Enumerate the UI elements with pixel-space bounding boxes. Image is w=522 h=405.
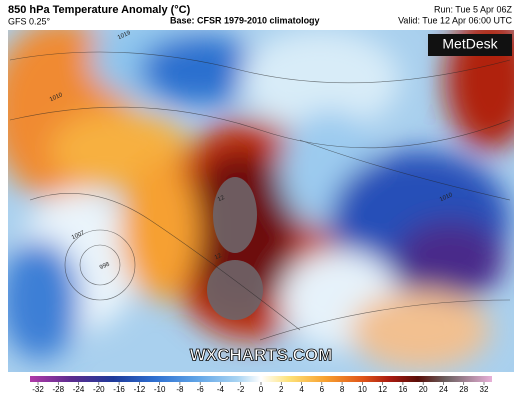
brand: MetDesk [442,36,498,52]
colorbar-tick-label: 28 [459,385,468,394]
contour-label: 1010 [439,192,454,203]
colorbar-tick-label: -12 [134,385,146,394]
colorbar-tick-label: 32 [480,385,489,394]
contour-label: 12 [214,253,223,262]
contour-label: 1019 [117,30,132,41]
colorbar-tick-label: 6 [320,385,325,394]
colorbar-tick-label: -28 [52,385,64,394]
colorbar [30,376,492,382]
colorbar-tick-label: -6 [197,385,205,394]
colorbar-tick-label: -16 [113,385,125,394]
colorbar-tick-label: 4 [299,385,304,394]
contour-label: 1007 [71,230,86,241]
colorbar-tick-label: 16 [398,385,407,394]
run: Run: Tue 5 Apr 06Z [434,4,513,14]
contour-label: 12 [217,195,226,204]
colorbar-tick-label: -20 [93,385,105,394]
colorbar-tick-label: 20 [419,385,428,394]
colorbar-tick-label: -24 [73,385,85,394]
contour-label: 998 [99,261,111,271]
title: 850 hPa Temperature Anomaly (°C) [8,4,191,16]
colorbar-tick-label: -4 [217,385,225,394]
colorbar-tick-label: 12 [378,385,387,394]
contour-label: 1010 [49,92,64,103]
colorbar-tick-label: -10 [154,385,166,394]
colorbar-tick-label: 8 [340,385,345,394]
model: GFS 0.25° [8,16,51,26]
colorbar-tick-label: 0 [259,385,264,394]
valid: Valid: Tue 12 Apr 06:00 UTC [398,15,512,25]
colorbar-tick-label: 24 [439,385,448,394]
colorbar-tick-label: -8 [176,385,184,394]
watermark: WXCHARTS.COM [190,345,333,364]
colorbar-tick-label: -32 [32,385,44,394]
colorbar-tick-label: -2 [237,385,245,394]
base: Base: CFSR 1979-2010 climatology [170,15,320,25]
colorbar-tick-label: 2 [279,385,284,394]
colorbar-tick-label: 10 [358,385,367,394]
map: MetDesk WXCHARTS.COM [8,30,514,372]
